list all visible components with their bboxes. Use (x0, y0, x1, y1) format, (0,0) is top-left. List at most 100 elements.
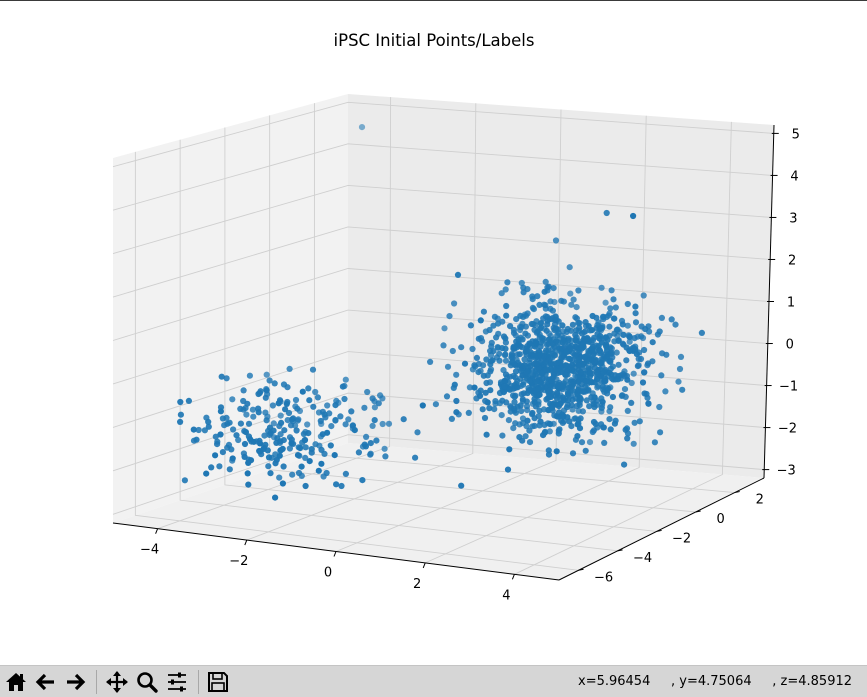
scatter-point (369, 395, 376, 402)
scatter-point (581, 353, 588, 361)
scatter-point (600, 369, 607, 376)
scatter-point (458, 482, 465, 489)
magnifier-icon (137, 672, 158, 693)
scatter-point (255, 390, 262, 398)
save-button[interactable] (205, 669, 231, 695)
y-tick-label: 0 (717, 512, 725, 527)
scatter-point (484, 399, 491, 406)
toolbar-separator (198, 670, 199, 694)
y-tick-label: −2 (672, 531, 691, 546)
scatter-point (588, 327, 596, 334)
scatter-point (626, 333, 633, 340)
scatter-point (367, 440, 374, 447)
scatter-point (385, 420, 393, 427)
scatter-point (672, 321, 679, 328)
scatter-point (597, 332, 604, 340)
back-button[interactable] (33, 669, 59, 695)
scatter-point (530, 390, 538, 397)
scatter-point (577, 415, 584, 422)
pan-button[interactable] (104, 669, 130, 695)
scatter-point (272, 494, 279, 501)
grid-line-y (179, 139, 618, 552)
scatter-point (534, 386, 542, 393)
scatter-point (610, 296, 617, 303)
scatter-point (585, 365, 592, 372)
scatter-point (327, 442, 334, 449)
scatter-point (297, 444, 304, 452)
scatter-point (224, 420, 231, 427)
scatter-point (440, 342, 447, 349)
scatter-point (477, 317, 484, 324)
configure-subplots-button[interactable] (164, 669, 190, 695)
scatter-point (600, 424, 607, 431)
scatter-point (489, 357, 496, 364)
scatter-point (623, 357, 630, 364)
scatter-point (256, 440, 264, 447)
scatter-point (526, 340, 533, 347)
scatter-point (621, 386, 629, 393)
scatter-point (602, 299, 609, 306)
scatter-point (597, 360, 604, 367)
scatter-point (566, 264, 573, 271)
scatter-point (185, 397, 192, 404)
scatter-point (620, 331, 627, 338)
scatter-point (521, 362, 528, 369)
scatter-point (441, 325, 448, 332)
scatter-point (553, 338, 560, 345)
scatter-point (520, 284, 527, 291)
scatter-point (177, 411, 184, 418)
scatter-point (579, 408, 587, 415)
scatter-point (628, 379, 635, 387)
scatter-point (493, 334, 500, 341)
scatter-point (634, 363, 642, 370)
scatter-point (312, 388, 319, 396)
scatter-point (589, 346, 596, 353)
figure-canvas[interactable]: iPSC Initial Points/Labels −4 −2 0 2 4 −6 −4 −2… (0, 1, 867, 665)
scatter-point (523, 375, 531, 382)
scatter-point (358, 124, 366, 131)
scatter-point (475, 335, 482, 342)
scatter-point (212, 452, 219, 459)
scatter-point (510, 343, 517, 350)
scatter-point (467, 322, 474, 329)
scatter-point (499, 432, 506, 439)
scatter-point (630, 440, 637, 447)
scatter-point (574, 433, 581, 440)
scatter-point (446, 313, 453, 320)
scatter-point (483, 356, 490, 363)
scatter-point (578, 330, 586, 337)
scatter-point (263, 417, 270, 424)
scatter-point (603, 353, 611, 360)
scatter-point (233, 432, 240, 439)
scatter-point (543, 327, 550, 334)
home-button[interactable] (3, 669, 29, 695)
scatter-point (549, 404, 556, 411)
scatter-point (586, 370, 594, 377)
scatter-point (636, 418, 643, 425)
z-tick-label: 4 (790, 169, 798, 184)
scatter-point (318, 460, 325, 467)
scatter-point (364, 388, 371, 396)
scatter-point (412, 454, 419, 461)
scatter-point (576, 324, 583, 331)
scatter-point (342, 470, 349, 477)
scatter-point (538, 370, 545, 377)
window-top-border (0, 0, 867, 1)
scatter-point (569, 387, 576, 394)
scatter-point (668, 316, 675, 323)
scatter-point (536, 407, 543, 414)
move-icon (106, 671, 128, 693)
zoom-button[interactable] (134, 669, 160, 695)
z-tick-label: −1 (779, 380, 798, 395)
forward-button[interactable] (62, 669, 88, 695)
scatter-point (332, 402, 339, 409)
z-tick-label: 0 (786, 338, 794, 353)
x-tick-label: 4 (502, 588, 510, 603)
scatter-point (503, 399, 510, 406)
scatter-point (477, 387, 484, 394)
scatter-point (658, 314, 666, 321)
scatter-point (195, 426, 202, 434)
scatter-point (471, 362, 478, 369)
scatter-point (675, 378, 682, 385)
scatter-point (606, 323, 613, 330)
